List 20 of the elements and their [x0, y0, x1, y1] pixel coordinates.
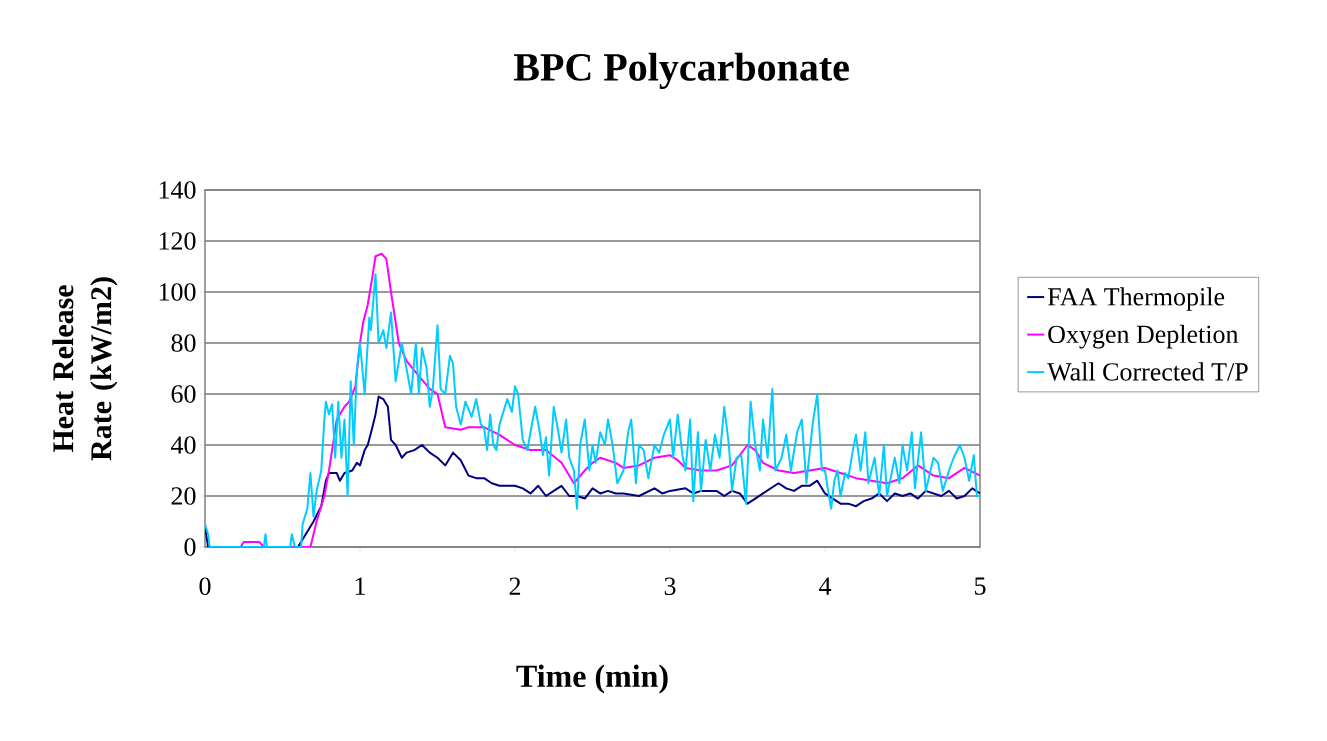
legend-label: Oxygen Depletion: [1048, 324, 1239, 349]
x-tick-label: 3: [664, 577, 676, 595]
y-axis-title: Heat Release Rate (kW/m2): [52, 277, 118, 461]
y-tick-label: 140: [159, 181, 196, 199]
x-axis-title: Time (min): [516, 664, 668, 694]
y-tick-label: 20: [171, 487, 196, 505]
legend-label: Wall Corrected T/P: [1047, 362, 1248, 381]
y-tick-label: 60: [171, 385, 196, 403]
y-tick-label: 40: [171, 436, 196, 454]
y-tick-label: 80: [171, 334, 196, 352]
chart-title: BPC Polycarbonate: [513, 52, 849, 90]
x-tick-label: 1: [355, 577, 365, 595]
legend-label: FAA Thermopile: [1047, 287, 1225, 311]
y-tick-label: 100: [159, 283, 196, 301]
x-tick-label: 4: [819, 577, 832, 595]
x-tick-label: 5: [975, 577, 986, 595]
x-tick-label: 0: [199, 577, 211, 596]
x-tick-label: 2: [509, 577, 521, 595]
y-tick-label: 120: [159, 232, 196, 250]
y-tick-label: 0: [184, 538, 196, 556]
